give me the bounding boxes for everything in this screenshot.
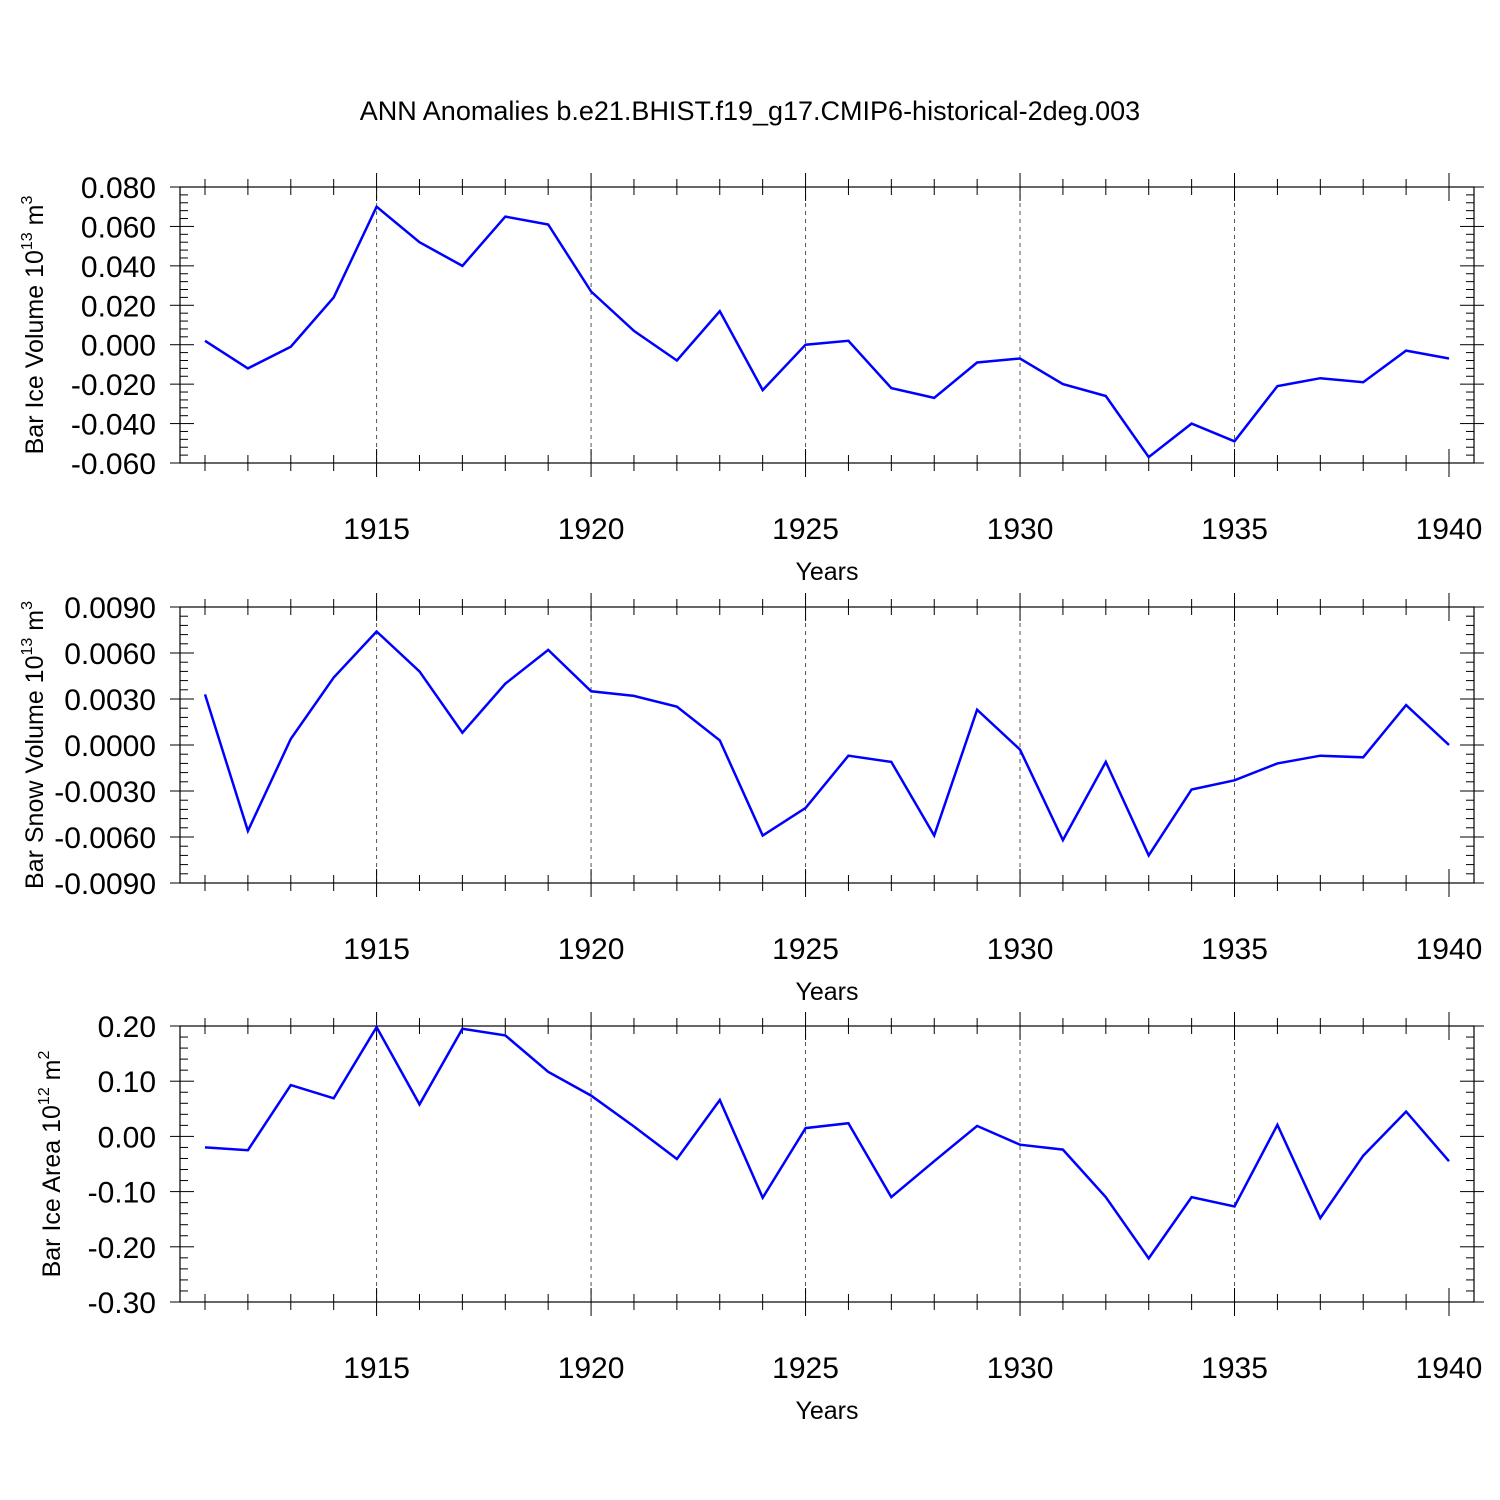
plot-frame xyxy=(179,186,1475,464)
x-tick-label: 1940 xyxy=(1416,933,1483,966)
plot-frame xyxy=(179,606,1475,884)
y-axis-label: Bar Snow Volume 1013 m3 xyxy=(19,601,49,889)
y-tick-label: -0.0030 xyxy=(54,776,156,809)
x-tick-label: 1940 xyxy=(1416,1352,1483,1385)
y-tick-label: -0.020 xyxy=(71,369,156,402)
x-tick-label: 1915 xyxy=(343,933,410,966)
y-tick-label: -0.0060 xyxy=(54,822,156,855)
x-tick-label: 1935 xyxy=(1201,933,1268,966)
x-tick-label: 1915 xyxy=(343,1352,410,1385)
x-tick-label: 1920 xyxy=(558,1352,625,1385)
y-tick-label: 0.060 xyxy=(81,211,156,244)
series-line xyxy=(203,629,1450,858)
series-line xyxy=(204,204,1450,459)
y-tick-label: 0.0060 xyxy=(64,638,156,671)
plot-panel-1: -0.060 -0.040 -0.020 0.000 0.020 0.040 0.060 0.… xyxy=(19,172,1484,586)
y-tick-label: -0.10 xyxy=(88,1177,156,1210)
x-tick-label: 1930 xyxy=(987,513,1054,546)
x-tick-label: 1935 xyxy=(1201,513,1268,546)
y-tick-label: -0.040 xyxy=(71,409,156,442)
x-tick-label: 1940 xyxy=(1416,513,1483,546)
y-tick-label: 0.0000 xyxy=(64,730,156,763)
y-tick-label: -0.060 xyxy=(71,448,156,481)
plot-panel-3: -0.30 -0.20 -0.10 0.00 0.10 0.20 1915 1920 1925 1… xyxy=(36,1011,1484,1425)
plot-frame xyxy=(179,1025,1475,1303)
y-tick-label: 0.10 xyxy=(98,1066,156,1099)
x-tick-label: 1935 xyxy=(1201,1352,1268,1385)
x-axis-label: Years xyxy=(795,558,858,586)
y-tick-label: 0.040 xyxy=(81,251,156,284)
x-tick-label: 1920 xyxy=(558,513,625,546)
y-tick-label: -0.0090 xyxy=(54,868,156,901)
x-axis-label: Years xyxy=(795,978,858,1006)
x-tick-label: 1930 xyxy=(987,1352,1054,1385)
y-axis-label: Bar Ice Volume 1013 m3 xyxy=(19,196,49,455)
x-tick-label: 1930 xyxy=(987,933,1054,966)
y-tick-label: 0.0090 xyxy=(64,592,156,625)
x-axis-label: Years xyxy=(795,1397,858,1425)
x-tick-label: 1925 xyxy=(772,1352,839,1385)
plot-panel-2: -0.0090 -0.0060 -0.0030 0.0000 0.0030 0.0060 0… xyxy=(19,592,1484,1006)
y-axis-label: Bar Ice Area 1012 m2 xyxy=(36,1051,66,1278)
x-tick-label: 1920 xyxy=(558,933,625,966)
y-tick-label: 0.00 xyxy=(98,1121,156,1154)
y-tick-label: 0.000 xyxy=(81,330,156,363)
y-tick-label: 0.080 xyxy=(81,172,156,205)
x-tick-label: 1925 xyxy=(772,933,839,966)
y-tick-label: 0.20 xyxy=(98,1011,156,1044)
y-tick-label: 0.020 xyxy=(81,290,156,323)
y-tick-label: -0.30 xyxy=(88,1287,156,1320)
series-line xyxy=(204,1024,1450,1261)
y-tick-label: -0.20 xyxy=(88,1232,156,1265)
y-tick-label: 0.0030 xyxy=(64,684,156,717)
x-tick-label: 1915 xyxy=(343,513,410,546)
chart-title: ANN Anomalies b.e21.BHIST.f19_g17.CMIP6-… xyxy=(359,96,1141,126)
x-tick-label: 1925 xyxy=(772,513,839,546)
